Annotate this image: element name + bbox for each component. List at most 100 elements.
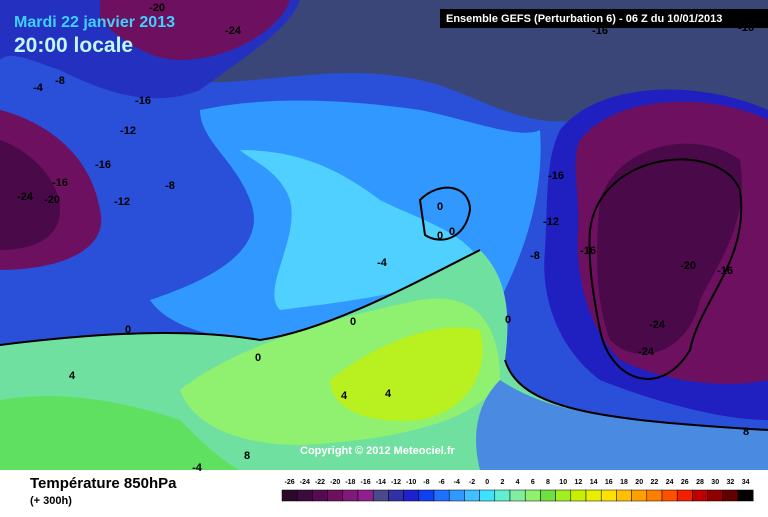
legend-swatch	[555, 489, 572, 502]
legend-label: -10	[406, 479, 416, 486]
legend-swatch	[509, 489, 526, 502]
contour-label: -24	[225, 25, 242, 37]
contour-label: -24	[649, 319, 666, 331]
contour-label: 8	[244, 450, 250, 462]
legend-label: -6	[438, 479, 444, 486]
contour-label: 4	[69, 370, 76, 382]
legend-swatch	[540, 489, 556, 502]
legend-label: -2	[469, 479, 475, 486]
contour-label: -8	[55, 75, 65, 87]
legend-swatch	[479, 489, 496, 502]
copyright: Copyright © 2012 Meteociel.fr	[300, 445, 456, 457]
legend-swatch	[342, 489, 359, 502]
contour-label: -16	[548, 170, 564, 182]
legend-label: -4	[454, 479, 460, 486]
legend-label: 4	[516, 479, 520, 486]
contour-label: 0	[437, 230, 443, 242]
legend-swatch	[372, 489, 389, 502]
contour-label: 0	[125, 324, 131, 336]
legend-swatch	[418, 489, 435, 502]
contour-label: -20	[680, 260, 696, 272]
contour-label: 0	[350, 316, 356, 328]
legend-label: 0	[485, 479, 489, 486]
legend-swatch	[707, 489, 724, 502]
contour-label: -16	[135, 95, 151, 107]
contour-label: 0	[255, 352, 261, 364]
legend-label: 32	[727, 479, 735, 486]
region-cyan	[240, 150, 480, 310]
legend-label: 30	[711, 479, 719, 486]
legend-swatch	[722, 489, 739, 502]
region-yellowgreen	[330, 327, 483, 421]
legend-swatch	[692, 489, 708, 502]
model-box	[440, 9, 768, 28]
legend-swatch	[616, 489, 632, 502]
model-text: Ensemble GEFS (Perturbation 6) - 06 Z du…	[446, 13, 722, 25]
legend-swatch	[631, 489, 648, 502]
legend-swatch	[448, 489, 465, 502]
contour-label: -16	[52, 177, 68, 189]
legend-label: 26	[681, 479, 689, 486]
legend-label: 20	[635, 479, 643, 486]
legend-swatch	[357, 489, 374, 502]
legend-label: -14	[376, 479, 386, 486]
legend-label: -22	[315, 479, 325, 486]
legend-swatch	[646, 489, 663, 502]
legend-swatch	[524, 489, 541, 502]
contour-label: -12	[120, 125, 136, 137]
contour-label: -8	[530, 250, 540, 262]
legend-swatch	[433, 489, 450, 502]
legend-swatch	[661, 489, 678, 502]
legend-label: 12	[575, 479, 583, 486]
legend-swatch	[676, 489, 693, 502]
legend-label: -12	[391, 479, 401, 486]
contour-label: -16	[592, 25, 608, 37]
legend-swatch	[312, 489, 328, 502]
contour-label: -4	[377, 257, 388, 269]
contour-zero	[0, 249, 768, 431]
legend-label: 16	[605, 479, 613, 486]
footer-title: Température 850hPa	[30, 475, 177, 492]
legend-swatch	[403, 489, 420, 502]
legend-label: 10	[559, 479, 567, 486]
region-blue	[476, 380, 768, 470]
contour-line	[418, 186, 472, 241]
legend-swatch	[737, 489, 754, 502]
legend-swatch	[494, 489, 511, 502]
legend-swatch	[296, 489, 313, 502]
footer-subtitle: (+ 300h)	[30, 495, 72, 507]
region-green	[0, 396, 240, 470]
legend-swatch	[585, 489, 602, 502]
legend-label: 22	[651, 479, 659, 486]
contour-label: -20	[149, 2, 165, 14]
contour-label: 0	[437, 201, 443, 213]
contour-label: 0	[505, 314, 511, 326]
legend-swatch	[388, 489, 404, 502]
contour-label: 4	[385, 388, 392, 400]
legend-label: 34	[742, 479, 750, 486]
contour-label: -4	[33, 82, 44, 94]
time-text: 20:00 locale	[14, 34, 133, 57]
legend-label: -20	[330, 479, 340, 486]
contour-label: -16	[95, 159, 111, 171]
contour-label: 8	[743, 426, 749, 438]
contour-label: -16	[717, 265, 733, 277]
contour-label: -24	[17, 191, 34, 203]
contour-label: -12	[114, 196, 130, 208]
region-darkpurple	[0, 140, 60, 250]
legend-swatch	[570, 489, 587, 502]
legend-label: -16	[361, 479, 371, 486]
contour-label: -4	[192, 462, 203, 474]
legend-label: 18	[620, 479, 628, 486]
legend-swatch	[327, 489, 344, 502]
contour-label: -16	[738, 22, 754, 34]
date-text: Mardi 22 janvier 2013	[14, 14, 175, 31]
region-purple	[100, 0, 290, 60]
legend-label: 14	[590, 479, 598, 486]
legend-label: 6	[531, 479, 535, 486]
contour-label: -20	[44, 194, 60, 206]
legend-label: 8	[546, 479, 550, 486]
legend-label: -26	[285, 479, 295, 486]
legend-label: -24	[300, 479, 310, 486]
